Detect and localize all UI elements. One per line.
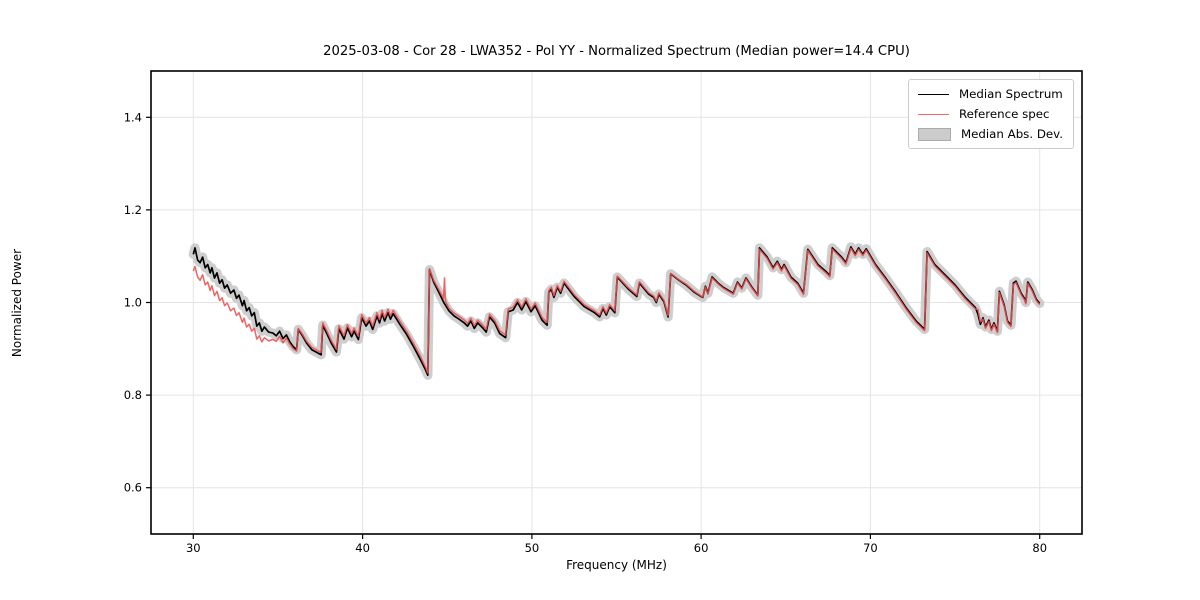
x-axis-label: Frequency (MHz) (566, 558, 667, 572)
legend-entry-reference-spec: Reference spec (917, 107, 1063, 121)
legend-entry-median-abs-dev: Median Abs. Dev. (917, 127, 1063, 141)
chart-title: 2025-03-08 - Cor 28 - LWA352 - Pol YY - … (323, 44, 910, 59)
tick-marks (146, 116, 1041, 539)
data-series (192, 246, 1041, 377)
y-tick-label: 1.0 (124, 296, 142, 310)
legend-label: Median Spectrum (958, 87, 1063, 101)
grid-lines (151, 71, 1082, 534)
tick-labels: 30 40 50 60 70 80 0.6 0.8 1.0 1.2 1.4 (124, 110, 1047, 555)
y-tick-label: 1.2 (124, 203, 142, 217)
legend-entry-median-spectrum: Median Spectrum (917, 87, 1063, 101)
red-line-swatch-icon (917, 113, 949, 115)
gray-patch-swatch-icon (917, 127, 951, 141)
legend-label: Median Abs. Dev. (960, 127, 1063, 141)
x-tick-label: 70 (863, 541, 878, 555)
black-line-swatch-icon (917, 93, 949, 95)
x-tick-label: 50 (525, 541, 540, 555)
x-tick-label: 40 (355, 541, 370, 555)
legend-label: Reference spec (958, 107, 1050, 121)
x-tick-label: 60 (694, 541, 709, 555)
mad-band-path (188, 242, 1045, 380)
mad-band (188, 242, 1045, 380)
y-tick-label: 0.8 (124, 388, 142, 402)
y-tick-label: 1.4 (124, 110, 142, 124)
legend: Median Spectrum Reference spec Median Ab… (907, 79, 1074, 149)
y-tick-label: 0.6 (124, 481, 142, 495)
reference-spec-line (192, 247, 1041, 374)
x-tick-label: 30 (186, 541, 201, 555)
x-tick-label: 80 (1032, 541, 1047, 555)
